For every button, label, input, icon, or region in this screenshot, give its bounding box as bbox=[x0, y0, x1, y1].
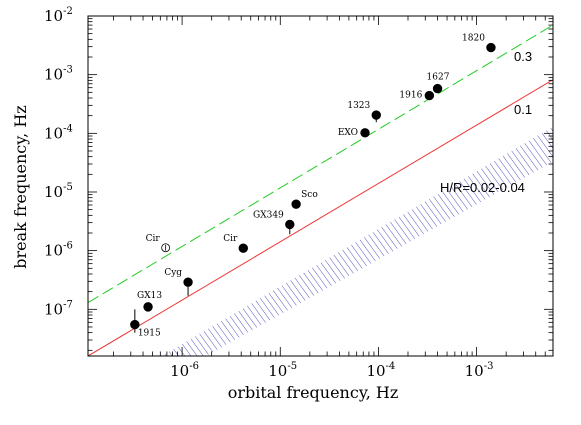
y-tick-label-5: 10-2 bbox=[44, 6, 73, 25]
point-label-8: 1323 bbox=[347, 101, 370, 111]
data-point-6 bbox=[291, 199, 301, 209]
x-tick-label-0: 10-6 bbox=[170, 361, 199, 380]
plot-frame bbox=[87, 15, 554, 357]
plot-area: 0.3 0.1 H/R=0.02-0.04 1915 GX13 Cir Cyg Cir GX34… bbox=[88, 24, 553, 356]
point-label-7: EXO bbox=[338, 128, 358, 138]
point-label-2: Cir bbox=[146, 234, 161, 244]
data-point-8 bbox=[371, 110, 381, 120]
data-point-5 bbox=[285, 219, 295, 230]
model-line-0-3 bbox=[88, 24, 553, 304]
model-line-0-1 bbox=[88, 79, 553, 356]
data-point-3 bbox=[183, 277, 193, 287]
x-tick-label-1: 10-5 bbox=[268, 361, 297, 380]
line-label-0-3: 0.3 bbox=[514, 49, 532, 64]
data-point-9 bbox=[424, 90, 435, 101]
x-axis-label: orbital frequency, Hz bbox=[228, 383, 399, 402]
point-label-0: 1915 bbox=[138, 329, 161, 339]
data-point-1 bbox=[143, 302, 153, 312]
y-axis-label: break frequency, Hz bbox=[11, 105, 30, 268]
y-tick-label-1: 10-6 bbox=[44, 241, 73, 260]
hatched-band bbox=[161, 126, 553, 356]
point-label-4: Cir bbox=[223, 234, 238, 244]
point-label-3: Cyg bbox=[164, 268, 182, 278]
data-point-7 bbox=[360, 128, 370, 138]
x-tick-label-2: 10-4 bbox=[366, 361, 395, 380]
data-point-10 bbox=[432, 83, 443, 94]
point-label-11: 1820 bbox=[462, 34, 485, 44]
x-tick-label-3: 10-3 bbox=[465, 361, 494, 380]
point-label-1: GX13 bbox=[137, 291, 162, 301]
y-tick-label-3: 10-4 bbox=[44, 123, 73, 142]
y-tick-label-0: 10-7 bbox=[44, 299, 73, 318]
y-tick-label-4: 10-3 bbox=[44, 65, 73, 84]
point-label-10: 1627 bbox=[427, 73, 450, 83]
point-label-5: GX349 bbox=[253, 210, 284, 220]
y-tick-label-2: 10-5 bbox=[44, 182, 73, 201]
line-label-0-1: 0.1 bbox=[514, 102, 532, 117]
point-label-6: Sco bbox=[301, 190, 318, 200]
data-point-4 bbox=[238, 243, 248, 253]
band-label: H/R=0.02-0.04 bbox=[440, 180, 525, 195]
plot-clip-group bbox=[88, 24, 553, 356]
point-label-9: 1916 bbox=[399, 91, 422, 101]
axes: 10-6 10-5 10-4 10-3 10-7 10-6 10-5 10-4 10-3 10-2 bbox=[44, 6, 554, 380]
data-point-11 bbox=[486, 42, 496, 53]
data-point-0 bbox=[130, 319, 140, 330]
